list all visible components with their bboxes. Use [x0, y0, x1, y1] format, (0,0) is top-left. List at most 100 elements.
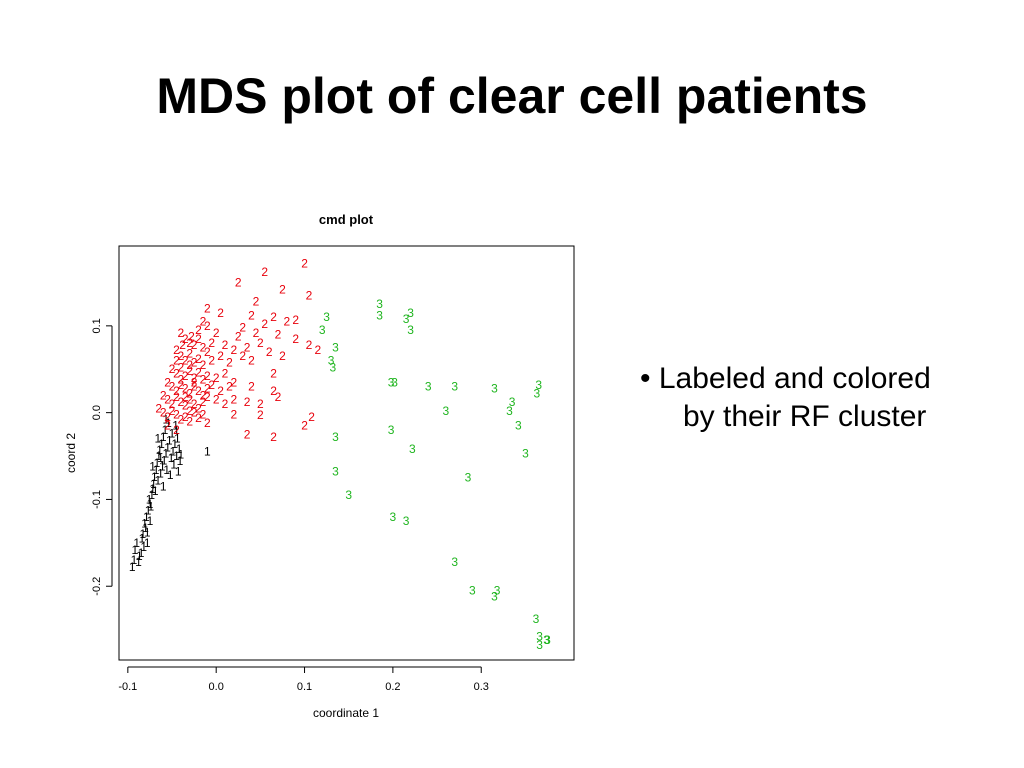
scatter-point-cluster-2: 2 [306, 338, 313, 352]
scatter-point-cluster-2: 2 [195, 401, 202, 415]
scatter-point-cluster-2: 2 [270, 367, 277, 381]
scatter-point-cluster-1: 1 [155, 432, 162, 446]
scatter-point-cluster-3: 3 [491, 381, 498, 395]
scatter-point-cluster-2: 2 [178, 373, 185, 387]
scatter-point-cluster-1: 1 [149, 482, 156, 496]
scatter-point-cluster-1: 1 [149, 459, 156, 473]
scatter-point-cluster-2: 2 [261, 265, 268, 279]
scatter-point-cluster-2: 2 [257, 408, 264, 422]
scatter-point-cluster-2: 2 [195, 366, 202, 380]
scatter-point-cluster-1: 1 [165, 416, 172, 430]
scatter-point-cluster-3: 3 [515, 419, 522, 433]
scatter-point-cluster-3: 3 [376, 308, 383, 322]
bullet-marker: • [640, 362, 651, 395]
scatter-point-cluster-1: 1 [178, 447, 185, 461]
scatter-point-cluster-1: 1 [162, 413, 169, 427]
x-tick-label: 0.3 [474, 681, 489, 693]
scatter-point-cluster-1: 1 [144, 536, 151, 550]
scatter-point-cluster-2: 2 [213, 326, 220, 340]
scatter-point-cluster-2: 2 [186, 393, 193, 407]
scatter-point-cluster-2: 2 [239, 321, 246, 335]
scatter-point-cluster-3: 3 [535, 378, 542, 392]
scatter-point-cluster-1: 1 [174, 432, 181, 446]
scatter-point-cluster-2: 2 [208, 378, 215, 392]
scatter-point-cluster-2: 2 [186, 347, 193, 361]
scatter-point-cluster-2: 2 [195, 352, 202, 366]
scatter-point-cluster-1: 1 [132, 543, 139, 557]
scatter-point-cluster-2: 2 [186, 387, 193, 401]
scatter-point-cluster-2: 2 [208, 336, 215, 350]
scatter-point-cluster-2: 2 [222, 397, 229, 411]
scatter-point-cluster-1: 1 [147, 514, 154, 528]
scatter-point-cluster-3: 3 [391, 375, 398, 389]
scatter-point-cluster-3: 3 [390, 510, 397, 524]
scatter-point-cluster-1: 1 [161, 453, 168, 467]
scatter-point-cluster-1: 1 [157, 466, 164, 480]
scatter-point-cluster-3: 3 [328, 354, 335, 368]
scatter-point-cluster-1: 1 [162, 423, 169, 437]
y-tick-label: 0.1 [91, 318, 103, 333]
scatter-point-cluster-2: 2 [186, 364, 193, 378]
scatter-point-cluster-1: 1 [139, 531, 146, 545]
bullet-item: • Labeled and colored [640, 360, 1000, 398]
x-axis-label: coordinate 1 [313, 706, 379, 720]
scatter-point-cluster-2: 2 [164, 419, 171, 433]
scatter-point-cluster-2: 2 [314, 343, 321, 357]
scatter-point-cluster-3: 3 [332, 341, 339, 355]
scatter-point-cluster-2: 2 [301, 419, 308, 433]
scatter-point-cluster-2: 2 [164, 375, 171, 389]
scatter-point-cluster-3: 3 [491, 590, 498, 604]
scatter-point-cluster-2: 2 [182, 399, 189, 413]
scatter-point-cluster-3: 3 [332, 465, 339, 479]
scatter-point-cluster-2: 2 [169, 362, 176, 376]
mds-scatter-chart: cmd plot -0.1 0.0 0.1 0.2 0.3 -0.2 -0.1 0.0 0.1… [64, 212, 575, 720]
scatter-point-cluster-2: 2 [186, 404, 193, 418]
scatter-point-cluster-2: 2 [226, 355, 233, 369]
scatter-point-cluster-2: 2 [200, 407, 207, 421]
scatter-point-cluster-2: 2 [186, 358, 193, 372]
scatter-point-cluster-2: 2 [200, 358, 207, 372]
scatter-point-cluster-2: 2 [195, 332, 202, 346]
scatter-point-cluster-1: 1 [170, 445, 177, 459]
scatter-point-cluster-2: 2 [235, 329, 242, 343]
scatter-point-cluster-2: 2 [173, 390, 180, 404]
scatter-point-cluster-1: 1 [156, 443, 163, 457]
scatter-point-cluster-2: 2 [270, 430, 277, 444]
scatter-point-cluster-2: 2 [217, 384, 224, 398]
scatter-point-cluster-2: 2 [169, 404, 176, 418]
scatter-point-cluster-3: 3 [443, 404, 450, 418]
scatter-point-cluster-1: 1 [144, 525, 151, 539]
scatter-point-cluster-2: 2 [235, 275, 242, 289]
scatter-point-cluster-1: 1 [141, 517, 148, 531]
plot-frame [118, 245, 575, 661]
scatter-point-cluster-2: 2 [195, 323, 202, 337]
scatter-point-cluster-2: 2 [222, 367, 229, 381]
scatter-point-cluster-2: 2 [204, 301, 211, 315]
scatter-point-cluster-2: 2 [178, 395, 185, 409]
scatter-point-cluster-1: 1 [162, 446, 169, 460]
scatter-point-cluster-2: 2 [182, 369, 189, 383]
scatter-point-cluster-2: 2 [191, 380, 198, 394]
scatter-point-cluster-2: 2 [178, 413, 185, 427]
scatter-point-cluster-1: 1 [140, 527, 147, 541]
scatter-point-cluster-1: 1 [145, 504, 152, 518]
scatter-point-cluster-3: 3 [536, 630, 543, 644]
scatter-point-cluster-2: 2 [244, 395, 251, 409]
scatter-point-cluster-1: 1 [169, 426, 176, 440]
scatter-point-cluster-2: 2 [244, 427, 251, 441]
scatter-point-cluster-2: 2 [204, 416, 211, 430]
scatter-point-cluster-2: 2 [173, 384, 180, 398]
scatter-point-cluster-2: 2 [173, 423, 180, 437]
scatter-point-cluster-3: 3 [522, 446, 529, 460]
scatter-point-cluster-3: 3 [494, 584, 501, 598]
scatter-point-cluster-3: 3 [536, 638, 543, 652]
scatter-point-cluster-1: 1 [170, 458, 177, 472]
scatter-point-cluster-1: 1 [136, 549, 143, 563]
scatter-point-cluster-2: 2 [178, 326, 185, 340]
scatter-point-cluster-3: 3 [332, 430, 339, 444]
scatter-point-cluster-1: 1 [160, 430, 167, 444]
scatter-point-cluster-3: 3 [403, 312, 410, 326]
scatter-point-cluster-1: 1 [168, 451, 175, 465]
scatter-point-cluster-1: 1 [175, 465, 182, 479]
scatter-points: 1111111111111111111111111111111111111111… [129, 256, 551, 652]
